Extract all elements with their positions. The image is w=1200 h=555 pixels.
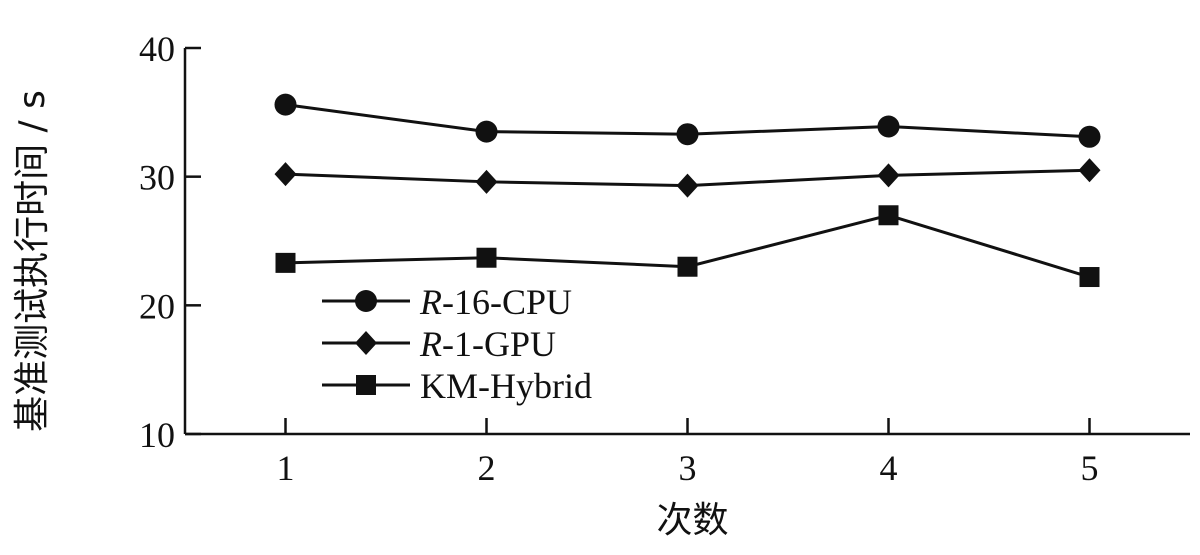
- y-tick-label: 40: [139, 29, 175, 69]
- circle-data-point: [475, 120, 498, 143]
- legend-circle-marker: [355, 290, 377, 312]
- legend-label: KM-Hybrid: [420, 366, 592, 406]
- legend-item: KM-Hybrid: [322, 366, 592, 406]
- y-tick-label: 30: [139, 158, 175, 198]
- legend-diamond-marker: [355, 331, 377, 355]
- x-tick-label: 3: [679, 448, 697, 488]
- legend-label-suffix: KM-Hybrid: [420, 366, 592, 406]
- legend-square-marker: [356, 375, 376, 395]
- square-data-point: [878, 205, 899, 226]
- circle-data-point: [877, 115, 900, 138]
- x-tick-label: 1: [277, 448, 295, 488]
- square-data-point: [476, 247, 497, 268]
- diamond-data-point: [475, 169, 498, 194]
- legend-label: R-1-GPU: [419, 324, 556, 364]
- series-R-1-GPU: [274, 158, 1101, 198]
- series-layer: [274, 93, 1101, 288]
- legend-item: R-16-CPU: [322, 282, 572, 322]
- x-tick-label: 4: [880, 448, 898, 488]
- diamond-data-point: [676, 173, 699, 198]
- x-ticks: 1 2 3 4 5: [277, 418, 1099, 488]
- square-data-point: [677, 256, 698, 277]
- circle-data-point: [274, 93, 297, 116]
- legend-label-prefix: R: [419, 282, 442, 322]
- diamond-data-point: [877, 163, 900, 188]
- x-axis-title: 次数: [656, 500, 728, 541]
- series-KM-Hybrid: [275, 205, 1100, 288]
- axes: [183, 48, 1190, 436]
- series-R-16-CPU: [274, 93, 1101, 148]
- legend-label: R-16-CPU: [419, 282, 572, 322]
- y-axis-title: 基准测试执行时间 / s: [12, 90, 53, 432]
- diamond-data-point: [274, 162, 297, 187]
- diamond-data-point: [1078, 158, 1101, 183]
- circle-data-point: [1078, 125, 1101, 148]
- y-tick-label: 20: [139, 286, 175, 326]
- legend-label-suffix: -16-CPU: [442, 282, 572, 322]
- legend-label-prefix: R: [419, 324, 442, 364]
- legend-item: R-1-GPU: [322, 324, 556, 364]
- square-data-point: [1079, 267, 1100, 288]
- square-data-point: [275, 252, 296, 273]
- circle-data-point: [676, 123, 699, 146]
- y-ticks: 10 20 30 40: [139, 29, 201, 455]
- x-tick-label: 5: [1081, 448, 1099, 488]
- legend-label-suffix: -1-GPU: [442, 324, 556, 364]
- x-tick-label: 2: [478, 448, 496, 488]
- y-tick-label: 10: [139, 415, 175, 455]
